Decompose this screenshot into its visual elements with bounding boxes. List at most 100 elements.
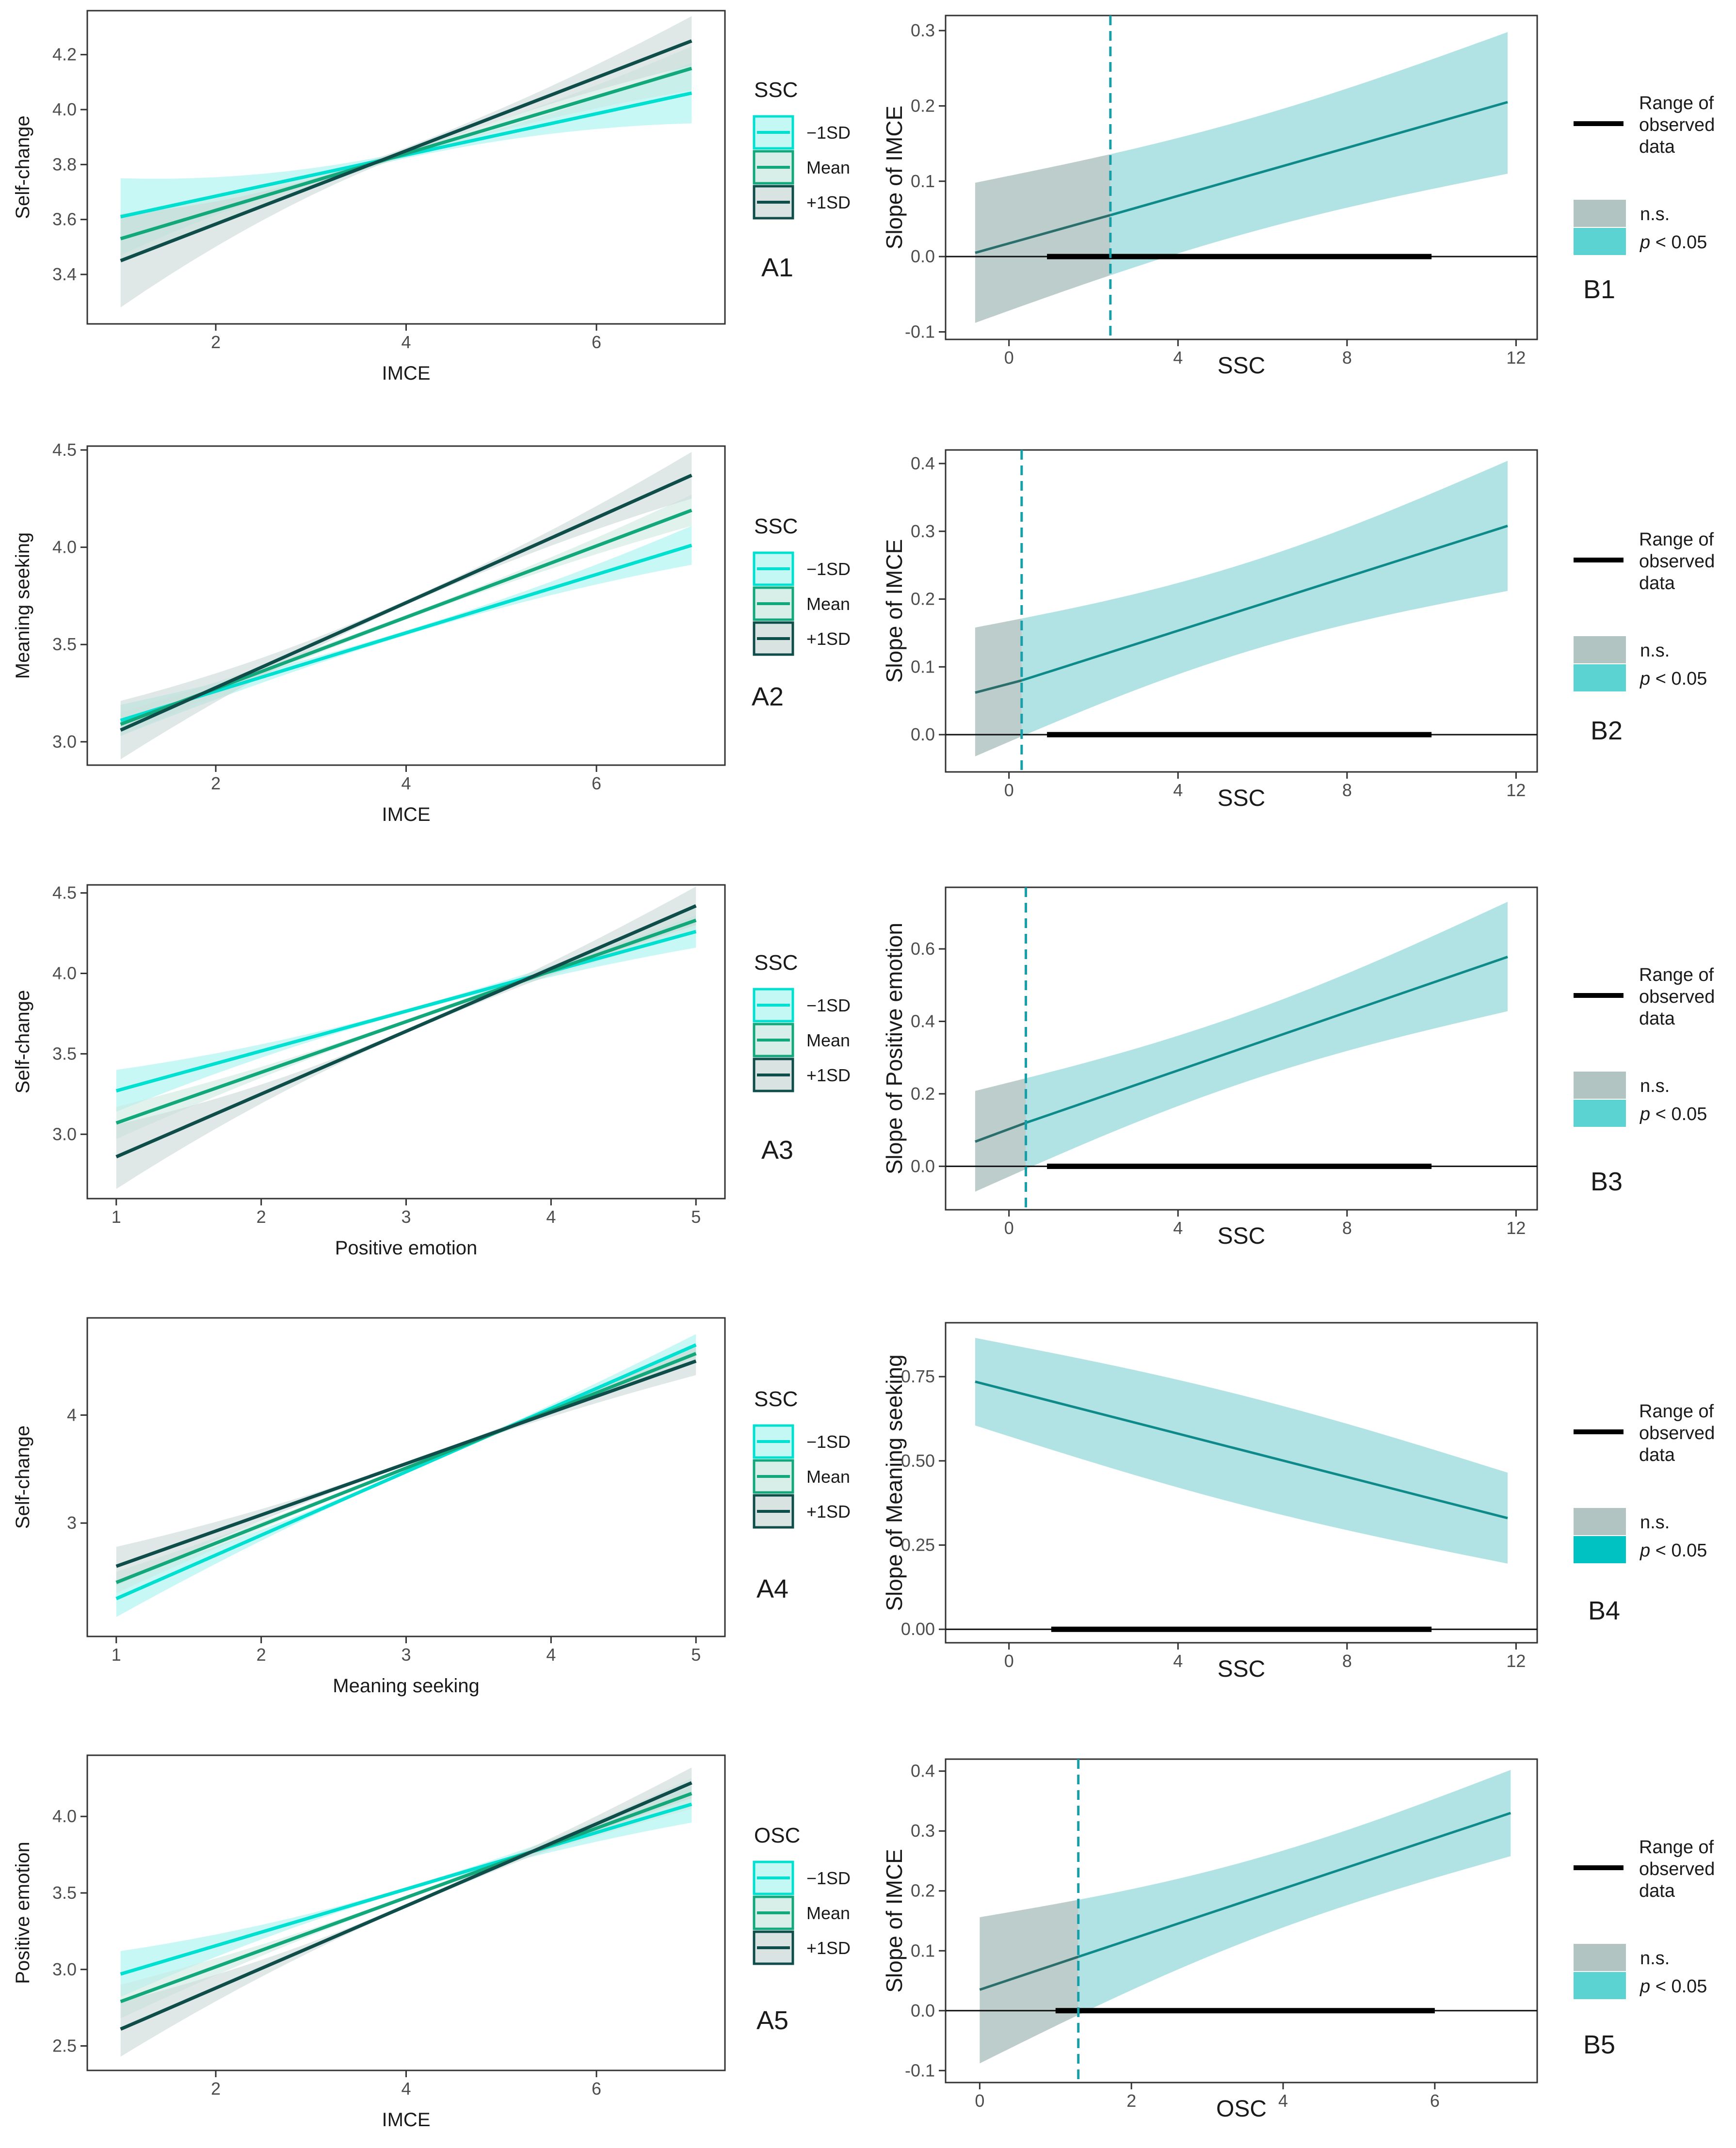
slope-line-ns xyxy=(975,1122,1027,1143)
y-tick-label: 3.0 xyxy=(52,1124,77,1144)
x-tick-label: 2 xyxy=(257,1645,266,1665)
x-axis-label: IMCE xyxy=(382,2109,431,2131)
x-axis-label: IMCE xyxy=(382,363,431,384)
y-tick-label: 2.5 xyxy=(52,2036,77,2056)
legend-range-label: Range of xyxy=(1639,1837,1714,1858)
x-tick-label: 8 xyxy=(1342,780,1352,800)
y-axis-label: Self-change xyxy=(12,1426,33,1529)
ci-ribbon-minus1sd xyxy=(116,1334,696,1617)
slope-line-sig xyxy=(1025,956,1508,1124)
y-tick-label: 4.5 xyxy=(52,883,77,903)
x-tick-label: 4 xyxy=(401,2079,411,2099)
legend-label: +1SD xyxy=(806,1502,851,1522)
legend-label: +1SD xyxy=(806,1938,851,1958)
chart-b2: 0 4 8 12 0.0 0.1 0.2 0.3 0.4 SSC Slope of IMCE xyxy=(882,449,1538,811)
x-tick-label: 12 xyxy=(1506,1218,1526,1238)
series-line-plus1sd xyxy=(120,473,692,732)
x-tick-label: 1 xyxy=(112,1207,121,1227)
chart-a3: 1 2 3 4 5 3.0 3.5 4.0 4.5 Positive emotion Self-ch… xyxy=(12,883,726,1259)
legend-sig-swatch xyxy=(1574,228,1626,255)
legend-sig-rest: < 0.05 xyxy=(1650,232,1707,253)
legend-sig-p: p xyxy=(1640,1540,1650,1561)
y-axis-label: Self-change xyxy=(12,990,33,1093)
x-tick-label: 0 xyxy=(1004,1651,1014,1671)
legend-sig-rest: < 0.05 xyxy=(1650,1540,1707,1561)
legend-range-label: observed xyxy=(1639,551,1715,572)
ci-band-significant xyxy=(1026,901,1508,1170)
y-tick-label: 0.4 xyxy=(911,1011,935,1031)
legend-range-label: data xyxy=(1639,1881,1675,1901)
y-axis-label: Slope of Meaning seeking xyxy=(882,1354,907,1611)
legend-sig-label: p < 0.05 xyxy=(1640,669,1707,689)
y-tick-label: 3.0 xyxy=(52,732,77,752)
series-line-mean xyxy=(120,66,692,240)
legend-range-label: data xyxy=(1639,1009,1675,1029)
x-tick-label: 6 xyxy=(592,773,601,793)
x-tick-label: 4 xyxy=(1173,780,1183,800)
legend-label: Mean xyxy=(806,1467,850,1487)
x-tick-label: 0 xyxy=(1004,1218,1014,1238)
panel-label: A2 xyxy=(752,682,784,711)
legend-ns-swatch xyxy=(1574,1944,1626,1971)
legend-ns-swatch xyxy=(1574,636,1626,663)
chart-a2: 2 4 6 3.0 3.5 4.0 4.5 IMCE Meaning seeking xyxy=(12,440,726,825)
y-tick-label: 0.0 xyxy=(911,246,935,266)
y-tick-label: 0.0 xyxy=(911,724,935,744)
y-tick-label: 4.0 xyxy=(52,963,77,983)
y-tick-label: -0.1 xyxy=(905,2060,935,2080)
legend-label: −1SD xyxy=(806,1868,851,1888)
panel-label: B4 xyxy=(1588,1596,1620,1625)
legend-label: +1SD xyxy=(806,629,851,649)
y-tick-label: 3.5 xyxy=(52,634,77,654)
legend-sig-label: p < 0.05 xyxy=(1640,1540,1707,1561)
series-line-plus1sd xyxy=(120,1781,692,2031)
ci-band-not-significant xyxy=(975,1078,1026,1192)
legend-label: −1SD xyxy=(806,123,851,143)
x-tick-label: 5 xyxy=(691,1645,701,1665)
x-tick-label: 3 xyxy=(401,1645,411,1665)
legend-ns-swatch xyxy=(1574,200,1626,227)
x-tick-label: 2 xyxy=(1126,2091,1136,2111)
y-tick-label: 0.3 xyxy=(911,1821,935,1841)
x-tick-label: 6 xyxy=(1430,2091,1440,2111)
y-tick-label: 0.6 xyxy=(911,939,935,959)
legend-sig-rest: < 0.05 xyxy=(1650,1104,1707,1124)
x-tick-label: 0 xyxy=(1004,780,1014,800)
y-tick-label: 4 xyxy=(67,1405,77,1425)
ci-band-not-significant xyxy=(975,154,1110,323)
slope-line-sig xyxy=(975,1380,1508,1520)
legend-range-label: Range of xyxy=(1639,1401,1714,1422)
y-tick-label: 0.3 xyxy=(911,20,935,40)
legend-range-label: data xyxy=(1639,137,1675,157)
panel-label: B1 xyxy=(1583,275,1615,304)
x-tick-label: 0 xyxy=(975,2091,984,2111)
ci-band-significant xyxy=(1021,461,1508,737)
y-tick-label: 0.25 xyxy=(901,1535,935,1555)
plot-panel xyxy=(86,1317,726,1637)
y-tick-label: 0.3 xyxy=(911,521,935,541)
y-tick-label: 0.2 xyxy=(911,1084,935,1104)
y-tick-label: 0.2 xyxy=(911,589,935,609)
legend-label: Mean xyxy=(806,594,850,614)
x-axis-label: SSC xyxy=(1218,1656,1266,1682)
x-tick-label: 4 xyxy=(401,773,411,793)
series-line-plus1sd xyxy=(115,904,697,1158)
legend-title: OSC xyxy=(754,1824,800,1847)
legend-range-label: Range of xyxy=(1639,965,1714,985)
legend-range-label: data xyxy=(1639,573,1675,593)
y-tick-label: 4.5 xyxy=(52,440,77,460)
legend-sig-p: p xyxy=(1640,232,1650,253)
x-axis-label: SSC xyxy=(1218,353,1266,379)
ci-ribbon-mean xyxy=(120,495,692,736)
legend-sig-swatch xyxy=(1574,1972,1626,1999)
x-axis-label: OSC xyxy=(1216,2096,1267,2122)
legend-ns-label: n.s. xyxy=(1640,1076,1670,1096)
ci-band-significant xyxy=(1110,32,1508,275)
x-tick-label: 8 xyxy=(1342,1218,1352,1238)
y-tick-label: 4.0 xyxy=(52,99,77,119)
x-tick-label: 4 xyxy=(1173,1218,1183,1238)
y-tick-label: 0.00 xyxy=(901,1619,935,1639)
